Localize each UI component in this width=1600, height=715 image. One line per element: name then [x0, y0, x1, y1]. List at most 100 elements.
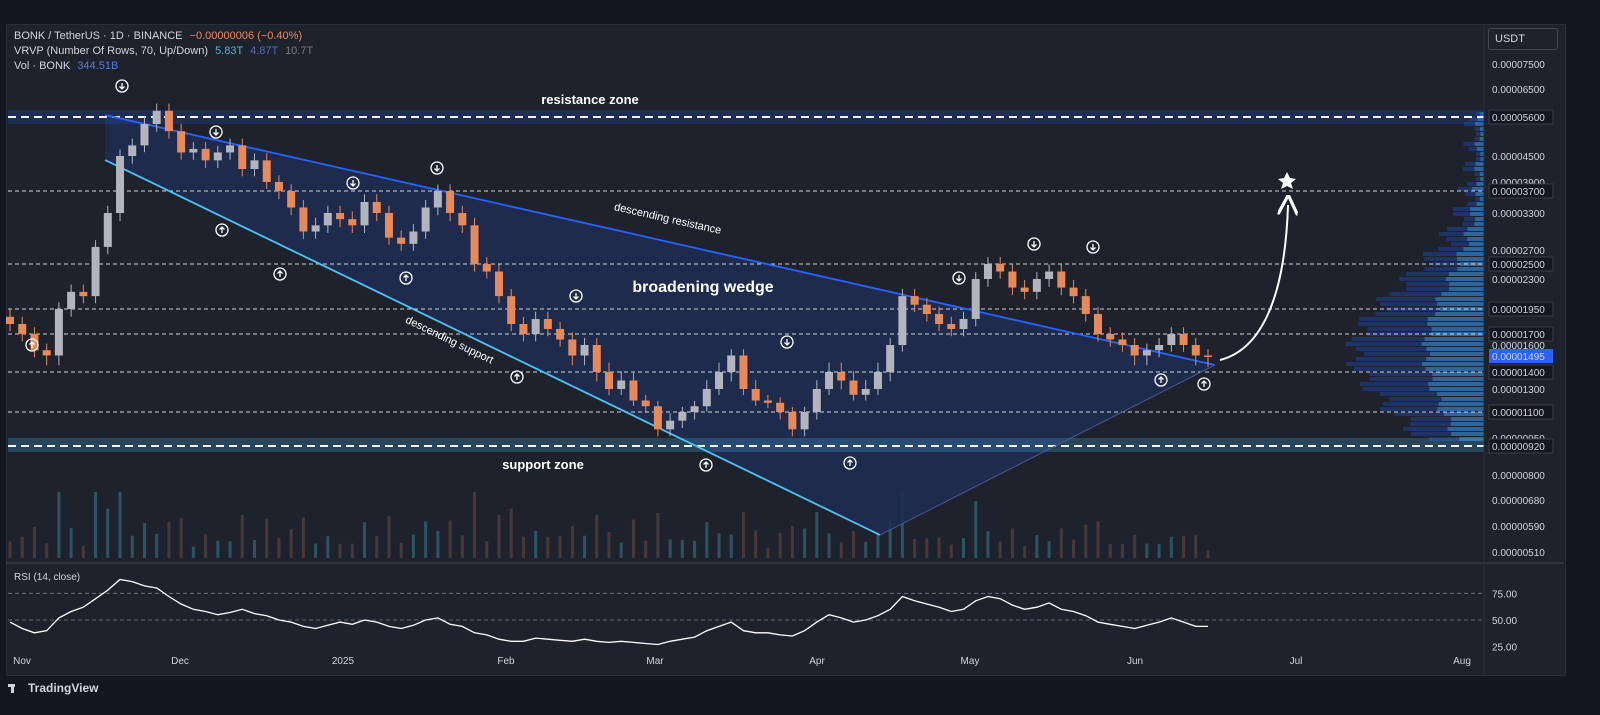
candle[interactable] — [1093, 306, 1102, 342]
candle[interactable] — [983, 257, 992, 287]
candle[interactable] — [470, 217, 479, 272]
candle[interactable] — [482, 257, 491, 279]
currency-button[interactable]: USDT — [1488, 28, 1558, 50]
candle[interactable] — [140, 116, 149, 153]
candle[interactable] — [360, 194, 369, 233]
candle[interactable] — [849, 371, 858, 401]
candle[interactable] — [1130, 337, 1139, 366]
candle[interactable] — [556, 322, 565, 347]
candle[interactable] — [935, 306, 944, 332]
candle[interactable] — [678, 406, 687, 428]
rsi-line[interactable] — [9, 578, 1208, 646]
candle[interactable] — [653, 400, 662, 437]
vrvp-legend[interactable]: VRVP (Number Of Rows, 70, Up/Down) 5.83T… — [14, 45, 313, 57]
candle[interactable] — [1069, 280, 1078, 304]
candle[interactable] — [397, 230, 406, 251]
candle[interactable] — [1032, 272, 1041, 300]
candle[interactable] — [825, 362, 834, 395]
candle[interactable] — [763, 394, 772, 409]
candle[interactable] — [250, 153, 259, 177]
candle[interactable] — [152, 103, 161, 132]
candle[interactable] — [898, 288, 907, 352]
candle[interactable] — [1057, 264, 1066, 296]
candle[interactable] — [287, 184, 296, 216]
tradingview-branding[interactable]: TradingView — [8, 681, 98, 695]
candle[interactable] — [519, 316, 528, 342]
candle[interactable] — [1118, 332, 1127, 352]
candle[interactable] — [617, 371, 626, 395]
volume-legend[interactable]: Vol · BONK 344.51B — [14, 60, 118, 72]
candle[interactable] — [1204, 349, 1212, 367]
candle[interactable] — [751, 380, 760, 407]
candle[interactable] — [543, 311, 552, 337]
candle[interactable] — [1191, 337, 1200, 366]
candle[interactable] — [494, 264, 503, 304]
candle[interactable] — [1008, 264, 1017, 296]
candle[interactable] — [568, 332, 577, 366]
candle[interactable] — [800, 406, 809, 437]
candle[interactable] — [42, 343, 51, 366]
candle[interactable] — [690, 400, 699, 420]
candle[interactable] — [189, 142, 198, 160]
descending-support-line[interactable] — [104, 159, 881, 536]
candle[interactable] — [837, 362, 846, 390]
candle[interactable] — [910, 288, 919, 312]
candle[interactable] — [886, 337, 895, 382]
candle[interactable] — [384, 205, 393, 245]
candle[interactable] — [299, 200, 308, 239]
candle[interactable] — [788, 406, 797, 437]
candle[interactable] — [262, 153, 271, 190]
candle[interactable] — [739, 349, 748, 395]
candle[interactable] — [164, 103, 173, 139]
candle[interactable] — [727, 349, 736, 382]
candle[interactable] — [238, 138, 247, 177]
candle[interactable] — [458, 205, 467, 233]
candle[interactable] — [226, 138, 235, 160]
candle[interactable] — [715, 362, 724, 395]
candle[interactable] — [103, 205, 112, 255]
candle[interactable] — [446, 184, 455, 222]
candle[interactable] — [128, 138, 137, 164]
candle[interactable] — [629, 371, 638, 407]
candle[interactable] — [177, 123, 186, 160]
candle[interactable] — [116, 149, 125, 222]
candle[interactable] — [67, 284, 76, 317]
descending-resistance-line[interactable] — [104, 114, 1216, 366]
candle[interactable] — [79, 284, 88, 304]
candle[interactable] — [336, 205, 345, 228]
candle[interactable] — [971, 272, 980, 327]
candle[interactable] — [776, 397, 785, 420]
candle[interactable] — [18, 316, 27, 342]
candle[interactable] — [311, 217, 320, 239]
candle[interactable] — [372, 194, 381, 222]
symbol-legend[interactable]: BONK / TetherUS · 1D · BINANCE −0.000000… — [14, 30, 302, 42]
candle[interactable] — [1020, 280, 1029, 300]
candle[interactable] — [1167, 327, 1176, 352]
candle[interactable] — [1142, 343, 1151, 366]
candle[interactable] — [213, 145, 222, 168]
candle[interactable] — [702, 380, 711, 412]
candle[interactable] — [409, 224, 418, 251]
candle[interactable] — [996, 257, 1005, 279]
candle[interactable] — [323, 205, 332, 233]
candle[interactable] — [54, 302, 63, 366]
candle[interactable] — [812, 380, 821, 420]
candle[interactable] — [91, 240, 100, 304]
candle[interactable] — [421, 200, 430, 239]
candle[interactable] — [592, 337, 601, 382]
candle[interactable] — [922, 297, 931, 322]
candle[interactable] — [1081, 288, 1090, 322]
candle[interactable] — [1155, 337, 1164, 358]
candle[interactable] — [1106, 327, 1115, 347]
candle[interactable] — [201, 142, 210, 168]
candle[interactable] — [959, 311, 968, 337]
candle[interactable] — [433, 184, 442, 216]
candle[interactable] — [873, 362, 882, 395]
candle[interactable] — [605, 362, 613, 395]
candle[interactable] — [580, 337, 589, 366]
candle[interactable] — [641, 394, 650, 412]
candle[interactable] — [666, 413, 675, 437]
candle[interactable] — [861, 380, 870, 401]
candle[interactable] — [947, 316, 956, 337]
